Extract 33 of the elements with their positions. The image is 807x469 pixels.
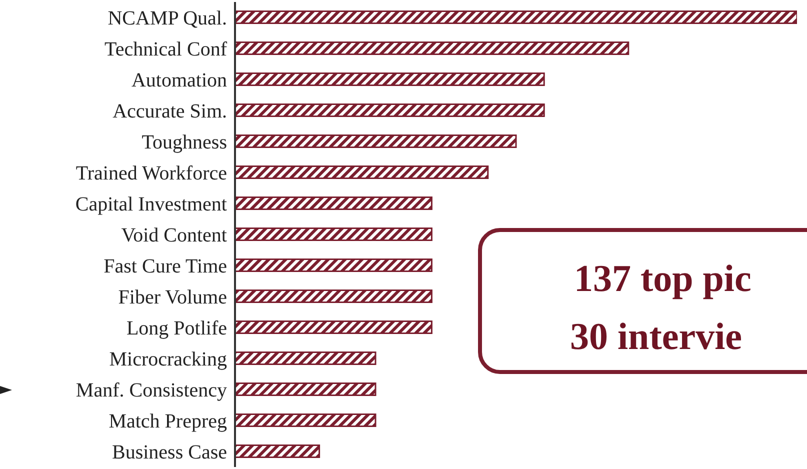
bar [235, 320, 432, 334]
bar [235, 166, 489, 180]
y-tick-label: Fiber Volume [118, 286, 228, 309]
y-tick-label: Manf. Consistency [76, 380, 227, 402]
bar [235, 352, 376, 366]
y-tick-label: Automation [131, 70, 227, 92]
bar [235, 42, 630, 56]
y-tick-label: Long Potlife [126, 318, 228, 340]
y-tick-label: Accurate Sim. [112, 100, 227, 123]
callout-box: 137 top pic 30 intervie [478, 228, 807, 374]
y-tick-label: Trained Workforce [76, 162, 228, 185]
bar [235, 258, 432, 272]
bar [235, 382, 376, 396]
y-tick-label: Technical Conf [104, 38, 228, 61]
annotation: 30 intervie [570, 315, 744, 360]
y-tick-label: Microcracking [109, 348, 227, 371]
bar [235, 10, 797, 24]
y-tick-label: Fast Cure Time [104, 256, 228, 278]
annotation: 137 top pic [574, 257, 752, 302]
bar [235, 72, 545, 86]
y-tick-label: Toughness [142, 132, 228, 154]
y-tick-label: NCAMP Qual. [108, 8, 227, 30]
bar [235, 290, 432, 304]
y-tick-label: Business Case [112, 442, 228, 464]
bar [235, 104, 545, 118]
bar [235, 444, 320, 458]
y-tick-label: Capital Investment [75, 194, 228, 216]
y-tick-label: Match Prepreg [108, 410, 227, 433]
y-tick-label: Void Content [121, 224, 228, 247]
bar [235, 414, 376, 428]
bar [235, 196, 432, 210]
bar [235, 134, 517, 148]
bar [235, 228, 432, 242]
